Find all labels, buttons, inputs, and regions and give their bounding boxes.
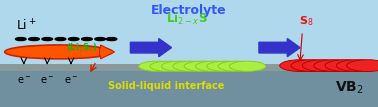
Text: S$_8$: S$_8$ <box>299 15 313 28</box>
Text: Solid-liquid interface: Solid-liquid interface <box>108 81 224 91</box>
Circle shape <box>106 38 117 41</box>
FancyArrow shape <box>99 45 115 59</box>
Circle shape <box>218 61 254 71</box>
Circle shape <box>325 60 367 71</box>
Circle shape <box>161 61 198 71</box>
Text: (Li$_2$S$_6$): (Li$_2$S$_6$) <box>66 41 97 54</box>
Circle shape <box>139 61 175 71</box>
Circle shape <box>173 61 209 71</box>
Circle shape <box>68 38 79 41</box>
Circle shape <box>336 60 378 71</box>
Circle shape <box>302 60 344 71</box>
Ellipse shape <box>5 45 112 59</box>
Text: Li$^+$: Li$^+$ <box>16 18 37 33</box>
Circle shape <box>42 38 53 41</box>
Circle shape <box>82 38 92 41</box>
Circle shape <box>29 38 39 41</box>
Text: Li$_{2-x}$S: Li$_{2-x}$S <box>166 11 208 27</box>
Circle shape <box>347 60 378 71</box>
Circle shape <box>229 61 266 71</box>
Bar <box>0 71 378 107</box>
Circle shape <box>95 38 105 41</box>
Circle shape <box>291 60 333 71</box>
Circle shape <box>207 61 243 71</box>
Circle shape <box>195 61 232 71</box>
Text: VB$_2$: VB$_2$ <box>335 80 364 97</box>
Text: e$^-$: e$^-$ <box>64 75 78 86</box>
Circle shape <box>150 61 186 71</box>
FancyArrow shape <box>259 39 300 57</box>
Circle shape <box>280 60 321 71</box>
Circle shape <box>55 38 66 41</box>
Circle shape <box>184 61 220 71</box>
Bar <box>0 64 378 71</box>
Text: e$^-$: e$^-$ <box>17 75 31 86</box>
Circle shape <box>15 38 26 41</box>
Circle shape <box>314 60 355 71</box>
Text: e$^-$: e$^-$ <box>40 75 54 86</box>
FancyArrow shape <box>130 39 172 57</box>
Text: Electrolyte: Electrolyte <box>151 4 227 17</box>
